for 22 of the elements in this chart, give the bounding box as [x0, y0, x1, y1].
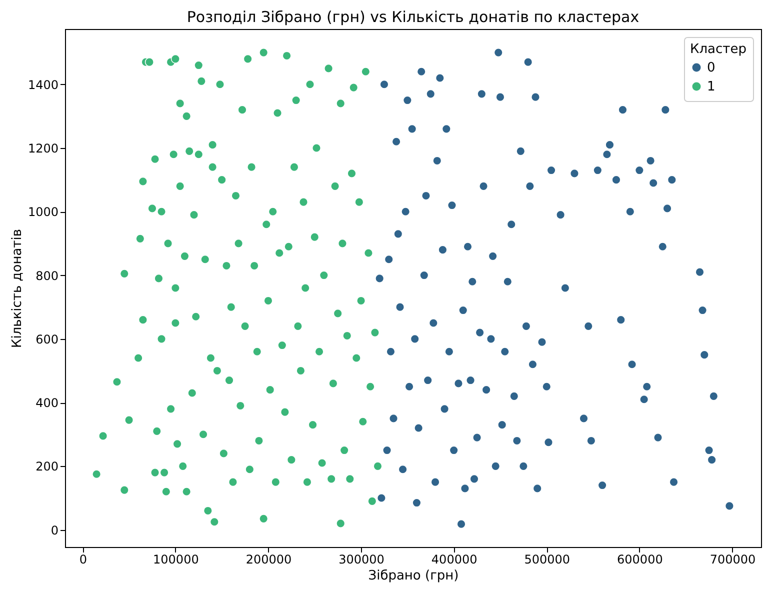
- y-tick-label: 400: [36, 396, 58, 410]
- y-tick-label: 1400: [28, 78, 58, 92]
- legend-label: 0: [707, 60, 716, 76]
- x-tick-label: 600000: [617, 552, 663, 566]
- x-tick-label: 700000: [710, 552, 756, 566]
- y-tick-label: 800: [36, 268, 58, 283]
- y-tick-label: 600: [36, 332, 58, 346]
- x-tick-label: 400000: [431, 552, 478, 566]
- y-tick-label: 1200: [28, 142, 58, 156]
- y-tick-label: 0: [50, 523, 58, 538]
- y-axis-title: Кількість донатів: [10, 228, 25, 348]
- x-tick-label: 200000: [246, 552, 292, 566]
- y-tick-label: 1000: [28, 205, 58, 220]
- x-tick-label: 300000: [338, 552, 384, 566]
- x-tick-label: 100000: [153, 552, 199, 566]
- x-tick-label: 500000: [524, 552, 570, 566]
- legend-label: 1: [707, 80, 716, 94]
- x-tick-label: 0: [79, 552, 87, 566]
- y-tick-label: 200: [36, 460, 58, 474]
- legend-title: Кластер: [690, 42, 746, 57]
- chart-title: Розподіл Зібрано (грн) vs Кількість донатів по кластерах: [186, 8, 640, 26]
- x-axis-title: Зібрано (грн): [368, 568, 459, 584]
